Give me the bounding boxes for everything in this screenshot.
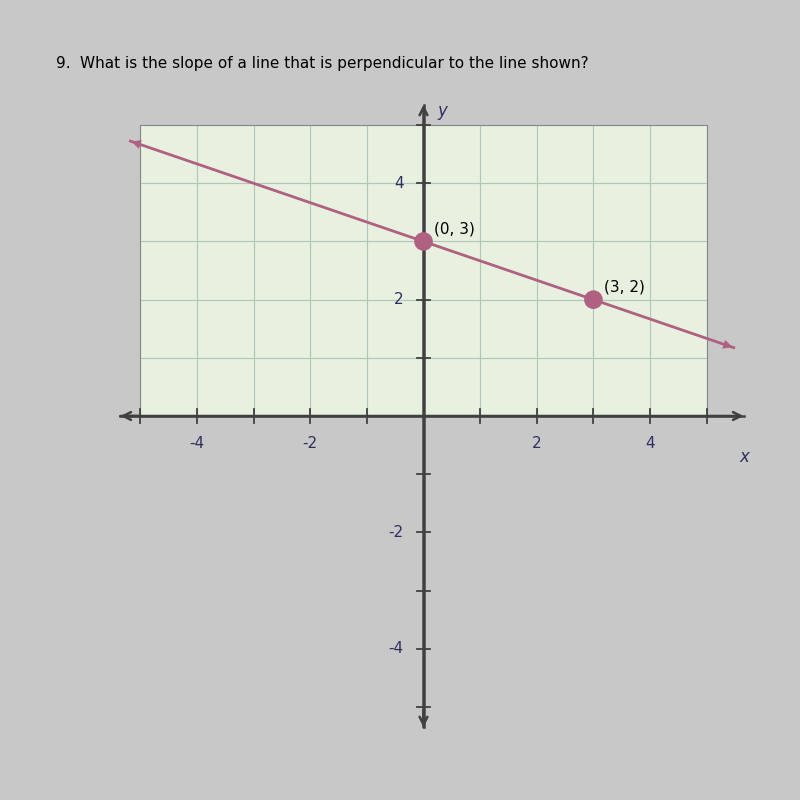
Text: (3, 2): (3, 2) (604, 280, 645, 295)
Point (417, 235, 430, 248)
Text: -2: -2 (389, 525, 404, 540)
Text: -2: -2 (302, 436, 318, 451)
Text: -4: -4 (190, 436, 205, 451)
Text: 9.: 9. (56, 56, 70, 71)
Text: y: y (438, 102, 447, 120)
Text: What is the slope of a line that is perpendicular to the line shown?: What is the slope of a line that is perp… (80, 56, 589, 71)
Text: 4: 4 (646, 436, 655, 451)
Text: -4: -4 (389, 642, 404, 656)
Bar (140, 125, 706, 416)
Text: 4: 4 (394, 176, 404, 190)
Text: x: x (739, 448, 749, 466)
Text: 2: 2 (532, 436, 542, 451)
Point (587, 294, 600, 306)
Text: 2: 2 (394, 292, 404, 307)
Text: (0, 3): (0, 3) (434, 222, 474, 237)
